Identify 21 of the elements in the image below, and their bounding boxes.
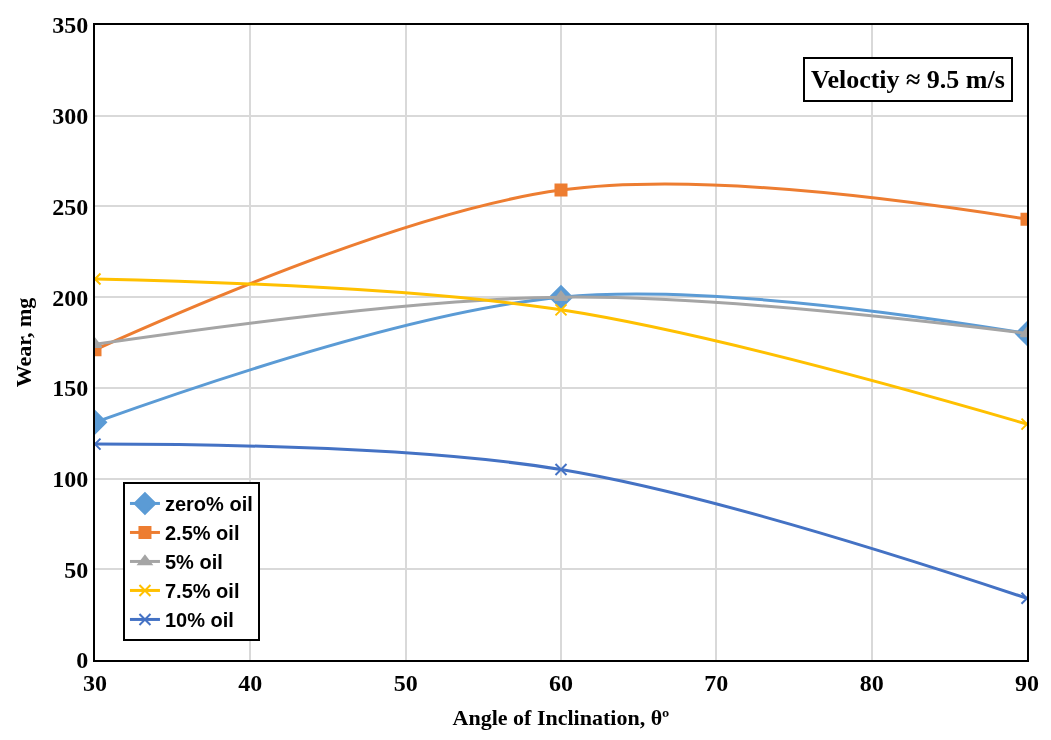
y-tick-label: 300 [52, 103, 89, 130]
legend-label: 7.5% oil [164, 580, 240, 603]
x-tick-label: 90 [1015, 669, 1039, 696]
x-tick-label: 40 [238, 669, 263, 696]
y-tick-label: 100 [52, 465, 89, 492]
legend-label: 10% oil [164, 609, 234, 632]
legend-label: zero% oil [164, 493, 253, 516]
y-tick-label: 350 [52, 12, 89, 39]
legend-label: 2.5% oil [164, 522, 240, 545]
y-tick-label: 250 [52, 193, 89, 220]
x-tick-label: 50 [393, 669, 418, 696]
annotation: Veloctiy ≈ 9.5 m/s [811, 65, 1005, 94]
y-tick-label: 200 [52, 284, 89, 311]
x-tick-label: 60 [549, 669, 573, 696]
x-tick-label: 70 [704, 669, 729, 696]
x-tick-label: 80 [859, 669, 884, 696]
y-tick-label: 50 [64, 556, 89, 583]
y-axis-title: Wear, mg [10, 297, 36, 388]
x-axis-title: Angle of Inclination, θº [452, 705, 670, 731]
legend-label: 5% oil [164, 551, 223, 574]
y-tick-label: 150 [52, 375, 89, 402]
